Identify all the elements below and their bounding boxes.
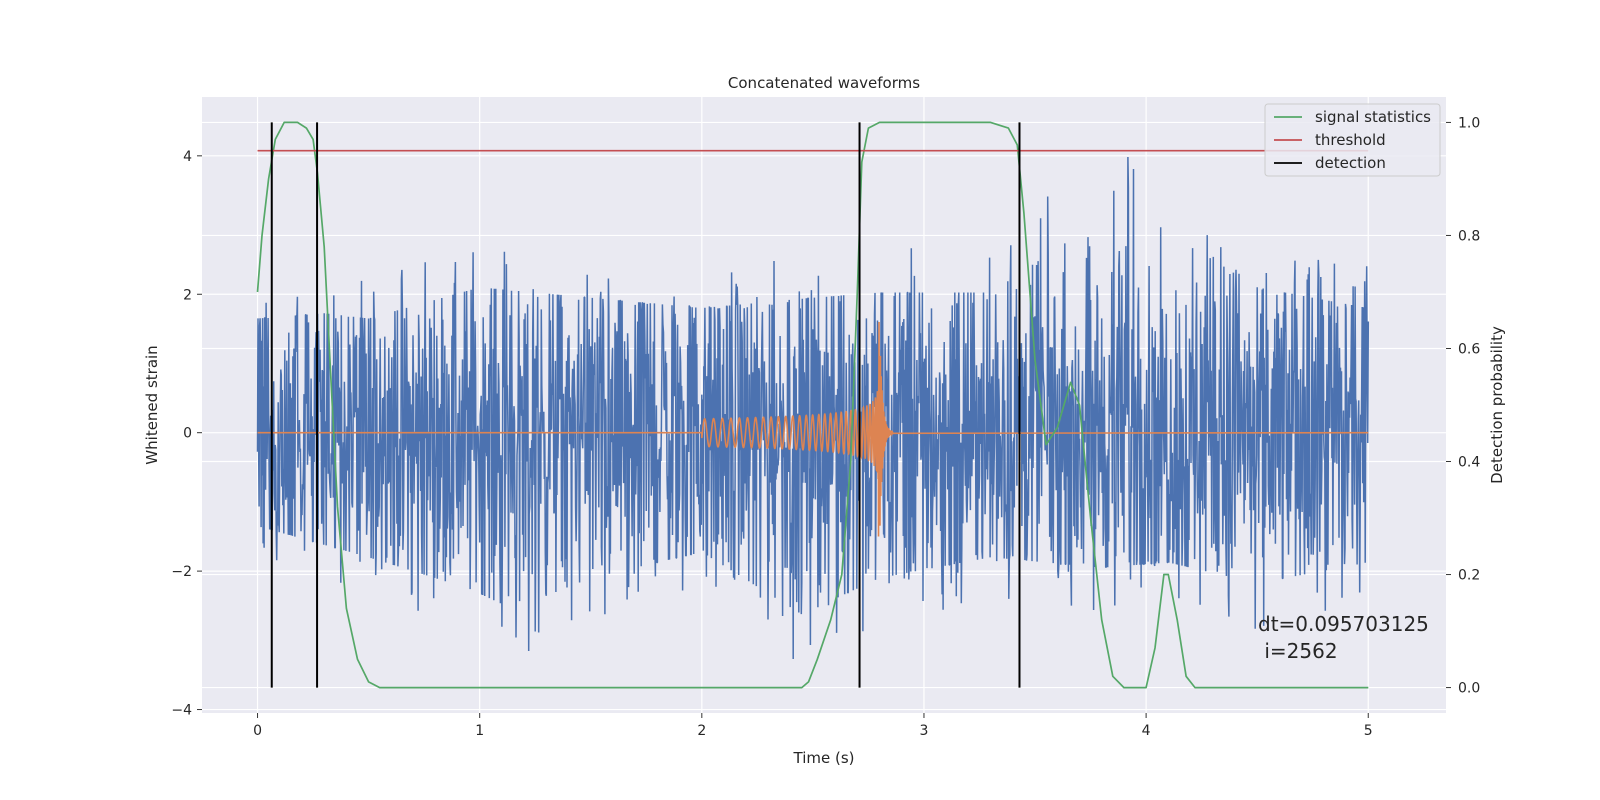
y2-tick-label: 0.2 (1458, 568, 1480, 584)
legend-label-threshold: threshold (1315, 131, 1386, 149)
y-tick-label: −4 (171, 703, 192, 719)
x-tick-label: 5 (1364, 723, 1373, 739)
y2-tick-label: 0.0 (1458, 681, 1480, 697)
x-tick-label: 1 (475, 723, 484, 739)
y2-tick-label: 1.0 (1458, 115, 1480, 131)
x-tick-label: 0 (253, 723, 262, 739)
plot-content (256, 121, 1370, 689)
y-tick-label: 4 (183, 149, 192, 165)
legend-box (1264, 103, 1441, 177)
y2-tick-label: 0.4 (1458, 455, 1480, 471)
noise-series-line (256, 156, 1370, 660)
legend-label-detection: detection (1315, 154, 1386, 172)
y-tick-label: 2 (183, 287, 192, 303)
y-tick-label: −2 (171, 564, 192, 580)
chart-title: Concatenated waveforms (728, 74, 920, 92)
x-tick-label: 2 (697, 723, 706, 739)
y2-axis-label: Detection probability (1488, 326, 1506, 484)
y2-tick-label: 0.8 (1458, 228, 1480, 244)
x-tick-label: 3 (920, 723, 929, 739)
y2-tick-label: 0.6 (1458, 341, 1480, 357)
annotation-i: i=2562 (1258, 639, 1338, 663)
grid-lines (202, 97, 1446, 713)
y-axis-label: Whitened strain (143, 345, 161, 464)
axes-tick-labels: 0 1 2 3 4 5 −4 −2 0 2 4 0.0 0.2 0.4 0.6 0.8 1.0 (171, 115, 1480, 739)
annotation-dt: dt=0.095703125 (1258, 612, 1429, 636)
x-axis-label: Time (s) (793, 749, 855, 767)
y-tick-label: 0 (183, 426, 192, 442)
legend: signal statistics threshold detection (1264, 103, 1441, 177)
waveform-series-line (257, 321, 1369, 537)
x-tick-label: 4 (1142, 723, 1151, 739)
legend-label-signal-statistics: signal statistics (1315, 108, 1431, 126)
